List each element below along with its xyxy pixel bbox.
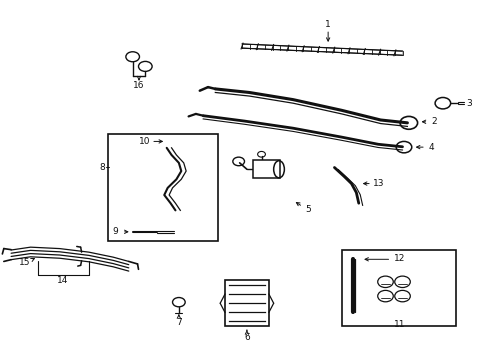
Text: 12: 12 <box>394 254 405 263</box>
Text: 7: 7 <box>176 318 182 327</box>
Text: 8: 8 <box>100 163 105 172</box>
Text: 13: 13 <box>372 179 384 188</box>
Text: 6: 6 <box>244 333 249 342</box>
Text: 15: 15 <box>19 258 30 267</box>
Text: 5: 5 <box>304 205 310 214</box>
Bar <box>341 249 455 327</box>
Bar <box>252 160 280 178</box>
Text: 9: 9 <box>113 227 118 236</box>
Text: 10: 10 <box>138 137 150 146</box>
Text: 11: 11 <box>393 320 405 329</box>
Text: 2: 2 <box>430 117 436 126</box>
Text: 3: 3 <box>466 99 471 108</box>
Text: 4: 4 <box>428 143 434 152</box>
Text: 14: 14 <box>57 275 69 284</box>
Text: 1: 1 <box>325 20 330 29</box>
Text: 16: 16 <box>133 81 144 90</box>
Bar <box>108 134 217 241</box>
Bar <box>224 280 268 327</box>
